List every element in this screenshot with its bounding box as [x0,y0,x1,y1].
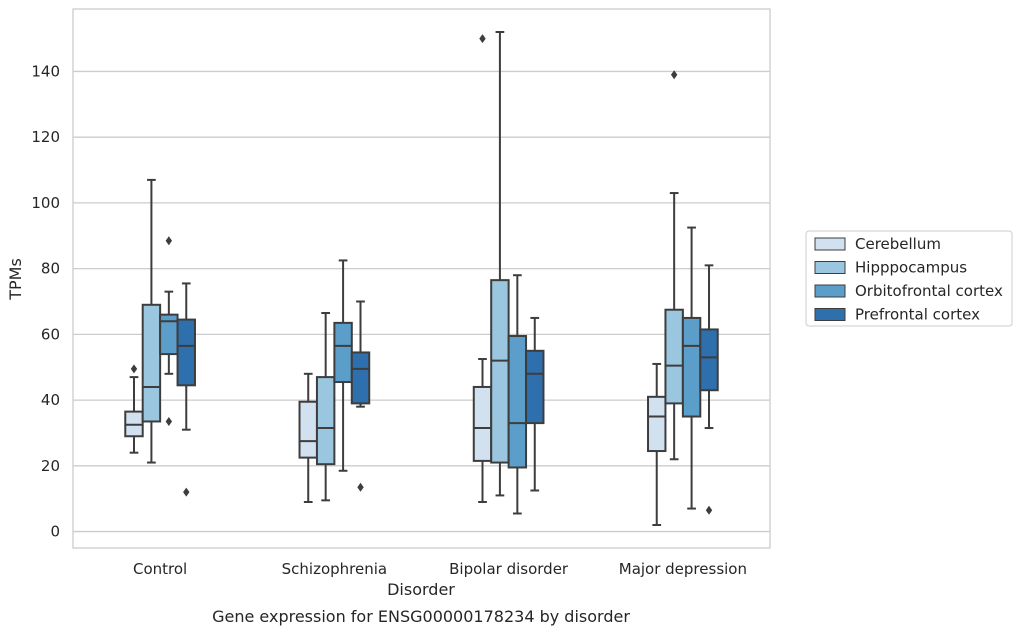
legend-label-orbitofrontal-cortex: Orbitofrontal cortex [855,282,1003,300]
outlier-point [479,34,486,44]
box-iqr [699,328,719,392]
box-prefrontal-cortex-major-depression [699,264,719,515]
legend-label-cerebellum: Cerebellum [855,235,941,253]
y-tick-label-80: 80 [41,260,60,278]
legend-label-prefrontal-cortex: Prefrontal cortex [855,306,980,324]
box-iqr [507,335,528,469]
x-tick-label-control: Control [133,560,187,578]
box-orbitofrontal-cortex-control [159,236,179,426]
box-hipppocampus-control [141,178,162,464]
box-prefrontal-cortex-schizophrenia [350,300,371,492]
plot-frame [72,8,771,549]
box-iqr [176,318,196,387]
box-hipppocampus-bipolar-disorder [490,31,510,497]
box-iqr [350,351,371,405]
box-prefrontal-cortex-control [176,282,196,497]
box-iqr [141,303,162,423]
y-tick-label-120: 120 [31,128,60,146]
legend: Cerebellum Hipppocampus Orbitofrontal cort… [805,230,1013,327]
box-iqr [333,321,353,384]
y-tick-label-20: 20 [41,457,60,475]
gridlines [73,70,770,533]
box-iqr [681,316,702,418]
x-tick-labels: Control Schizophrenia Bipolar disorder Majo… [133,560,747,578]
box-hipppocampus-major-depression [664,70,684,461]
outlier-point [183,487,190,497]
outlier-point [705,505,713,515]
box-iqr [315,376,336,466]
outlier-point [130,364,138,374]
y-tick-label-140: 140 [31,62,60,80]
box-iqr [472,385,493,462]
box-cerebellum-schizophrenia [298,372,318,503]
box-iqr [298,400,318,459]
chart-caption: Gene expression for ENSG00000178234 by d… [212,607,630,626]
legend-label-hipppocampus: Hipppocampus [855,259,967,277]
outlier-point [165,416,173,426]
x-axis-label: Disorder [387,580,455,599]
box-iqr [525,349,545,425]
legend-swatch-hipppocampus [814,261,846,274]
y-tick-label-100: 100 [31,194,60,212]
boxes [124,31,719,526]
y-tick-label-60: 60 [41,325,60,343]
outlier-point [165,236,173,246]
box-cerebellum-major-depression [647,362,667,526]
outlier-point [357,482,364,492]
x-tick-label-major-depression: Major depression [619,560,747,578]
x-tick-label-schizophrenia: Schizophrenia [282,560,387,578]
box-hipppocampus-schizophrenia [315,312,336,502]
outlier-point [670,70,678,80]
legend-swatch-orbitofrontal-cortex [814,284,846,298]
box-iqr [647,395,667,453]
legend-swatch-cerebellum [814,237,846,251]
box-iqr [664,308,684,405]
y-tick-label-40: 40 [41,391,60,409]
legend-swatch-prefrontal-cortex [814,308,846,321]
y-axis-label: TPMs [6,258,25,301]
box-prefrontal-cortex-bipolar-disorder [525,316,545,492]
box-iqr [490,279,510,464]
box-cerebellum-control [124,364,144,454]
y-tick-label-0: 0 [50,523,60,541]
box-orbitofrontal-cortex-bipolar-disorder [507,274,528,515]
legend-frame [805,230,1013,327]
x-tick-label-bipolar-disorder: Bipolar disorder [449,560,569,578]
box-orbitofrontal-cortex-schizophrenia [333,259,353,472]
y-tick-labels: 0 20 40 60 80 100 120 140 [31,62,60,540]
box-cerebellum-bipolar-disorder [472,34,493,503]
